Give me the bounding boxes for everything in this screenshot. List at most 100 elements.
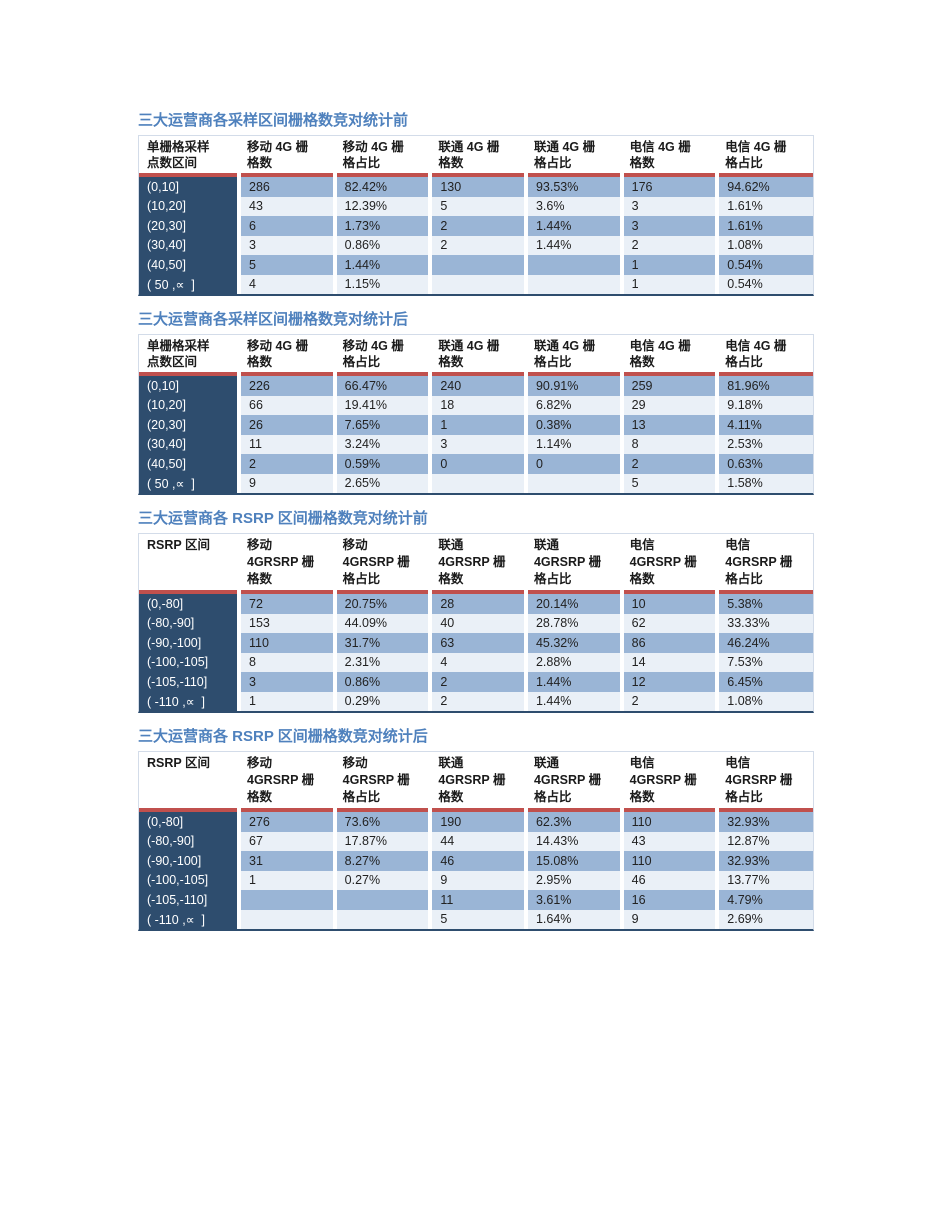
cell: 43 — [237, 196, 335, 216]
cell: 0.86% — [332, 672, 431, 692]
accent-bar-segment — [619, 372, 718, 376]
cell: 1 — [237, 870, 335, 890]
accent-bar-segment — [332, 372, 431, 376]
row-label: (-90,-100] — [139, 851, 239, 871]
column-header: 移动 4GRSRP 栅 格占比 — [334, 534, 431, 590]
cell: 20.75% — [332, 594, 431, 614]
cell: 3 — [428, 434, 526, 454]
cell: 94.62% — [715, 177, 813, 197]
cell: 0.29% — [332, 691, 431, 711]
table-row: (-80,-90] 153 44.09% 40 28.78% 62 33.33% — [139, 613, 813, 633]
cell: 45.32% — [523, 633, 622, 653]
cell: 31.7% — [332, 633, 431, 653]
cell: 3 — [237, 235, 335, 255]
table-title: 三大运营商各 RSRP 区间栅格数竞对统计前 — [138, 510, 428, 527]
cell: 16 — [619, 890, 718, 910]
cell: 14 — [619, 652, 718, 672]
table-row: (-105,-110] 3 0.86% 2 1.44% 12 6.45% — [139, 672, 813, 692]
statistics-table-block: 三大运营商各 RSRP 区间栅格数竞对统计后 RSRP 区间 移动 4GRSRP 栅… — [138, 728, 814, 931]
cell: 2 — [237, 454, 335, 474]
cell: 9 — [237, 473, 335, 493]
table-row: (30,40] 11 3.24% 3 1.14% 8 2.53% — [139, 434, 813, 454]
accent-bar-segment — [428, 590, 526, 594]
cell: 3.24% — [332, 434, 431, 454]
cell: 8 — [619, 434, 718, 454]
cell: 226 — [237, 376, 335, 396]
table-row: (0,10] 286 82.42% 130 93.53% 176 94.62% — [139, 177, 813, 197]
column-header: 联通 4G 栅 格占比 — [525, 136, 622, 173]
cell: 2 — [428, 235, 526, 255]
column-header: 联通 4GRSRP 栅 格数 — [430, 752, 526, 808]
cell: 12.87% — [715, 831, 813, 851]
column-header: 电信 4GRSRP 栅 格占比 — [717, 752, 813, 808]
cell: 130 — [428, 177, 526, 197]
cell: 0.54% — [715, 255, 813, 275]
cell — [332, 890, 431, 910]
cell — [523, 274, 622, 294]
cell: 1.44% — [523, 216, 622, 236]
accent-bar-segment — [139, 808, 239, 812]
cell — [332, 909, 431, 929]
row-label: (20,30] — [139, 415, 239, 435]
cell: 10 — [619, 594, 718, 614]
column-header: 移动 4G 栅 格数 — [239, 335, 335, 372]
cell: 9 — [428, 870, 526, 890]
accent-bar-segment — [332, 808, 431, 812]
cell — [523, 473, 622, 493]
table-row: (20,30] 6 1.73% 2 1.44% 3 1.61% — [139, 216, 813, 236]
cell: 110 — [237, 633, 335, 653]
cell: 73.6% — [332, 812, 431, 832]
cell: 26 — [237, 415, 335, 435]
accent-bar-segment — [428, 173, 526, 177]
cell: 19.41% — [332, 395, 431, 415]
table-row: (-90,-100] 110 31.7% 63 45.32% 86 46.24% — [139, 633, 813, 653]
cell: 2 — [428, 672, 526, 692]
cell: 6 — [237, 216, 335, 236]
cell: 82.42% — [332, 177, 431, 197]
row-label: (40,50] — [139, 454, 239, 474]
cell — [428, 274, 526, 294]
cell: 1 — [237, 691, 335, 711]
cell: 2.88% — [523, 652, 622, 672]
cell: 153 — [237, 613, 335, 633]
row-label: ( 50 ,∝ ] — [139, 274, 239, 294]
table-row: (-100,-105] 8 2.31% 4 2.88% 14 7.53% — [139, 652, 813, 672]
cell: 11 — [237, 434, 335, 454]
cell: 66 — [237, 395, 335, 415]
cell: 86 — [619, 633, 718, 653]
cell: 33.33% — [715, 613, 813, 633]
cell: 4 — [237, 274, 335, 294]
cell: 13.77% — [715, 870, 813, 890]
row-label: (-100,-105] — [139, 652, 239, 672]
table-row: (10,20] 66 19.41% 18 6.82% 29 9.18% — [139, 395, 813, 415]
cell: 2.53% — [715, 434, 813, 454]
table-row: (-90,-100] 31 8.27% 46 15.08% 110 32.93% — [139, 851, 813, 871]
cell: 1 — [619, 274, 718, 294]
cell: 2.95% — [523, 870, 622, 890]
row-label: (-80,-90] — [139, 831, 239, 851]
column-header: 联通 4G 栅 格数 — [430, 136, 526, 173]
cell: 1.08% — [715, 691, 813, 711]
cell: 7.65% — [332, 415, 431, 435]
table-row: (-100,-105] 1 0.27% 9 2.95% 46 13.77% — [139, 870, 813, 890]
cell: 18 — [428, 395, 526, 415]
cell: 3.6% — [523, 196, 622, 216]
accent-bar-segment — [715, 173, 813, 177]
accent-bar-segment — [428, 808, 526, 812]
table-row: ( -110 ,∝ ] 1 0.29% 2 1.44% 2 1.08% — [139, 691, 813, 711]
table-row: (40,50] 2 0.59% 0 0 2 0.63% — [139, 454, 813, 474]
cell: 93.53% — [523, 177, 622, 197]
table-row: ( 50 ,∝ ] 4 1.15% 1 0.54% — [139, 274, 813, 294]
column-header: 移动 4G 栅 格占比 — [334, 136, 431, 173]
cell: 2 — [428, 691, 526, 711]
column-header: 移动 4G 栅 格数 — [239, 136, 335, 173]
cell: 4 — [428, 652, 526, 672]
accent-bar-segment — [523, 173, 622, 177]
table-row: (10,20] 43 12.39% 5 3.6% 3 1.61% — [139, 196, 813, 216]
accent-bar-segment — [237, 590, 335, 594]
cell: 28 — [428, 594, 526, 614]
cell: 9.18% — [715, 395, 813, 415]
cell: 15.08% — [523, 851, 622, 871]
accent-bar-segment — [332, 173, 431, 177]
cell: 176 — [619, 177, 718, 197]
